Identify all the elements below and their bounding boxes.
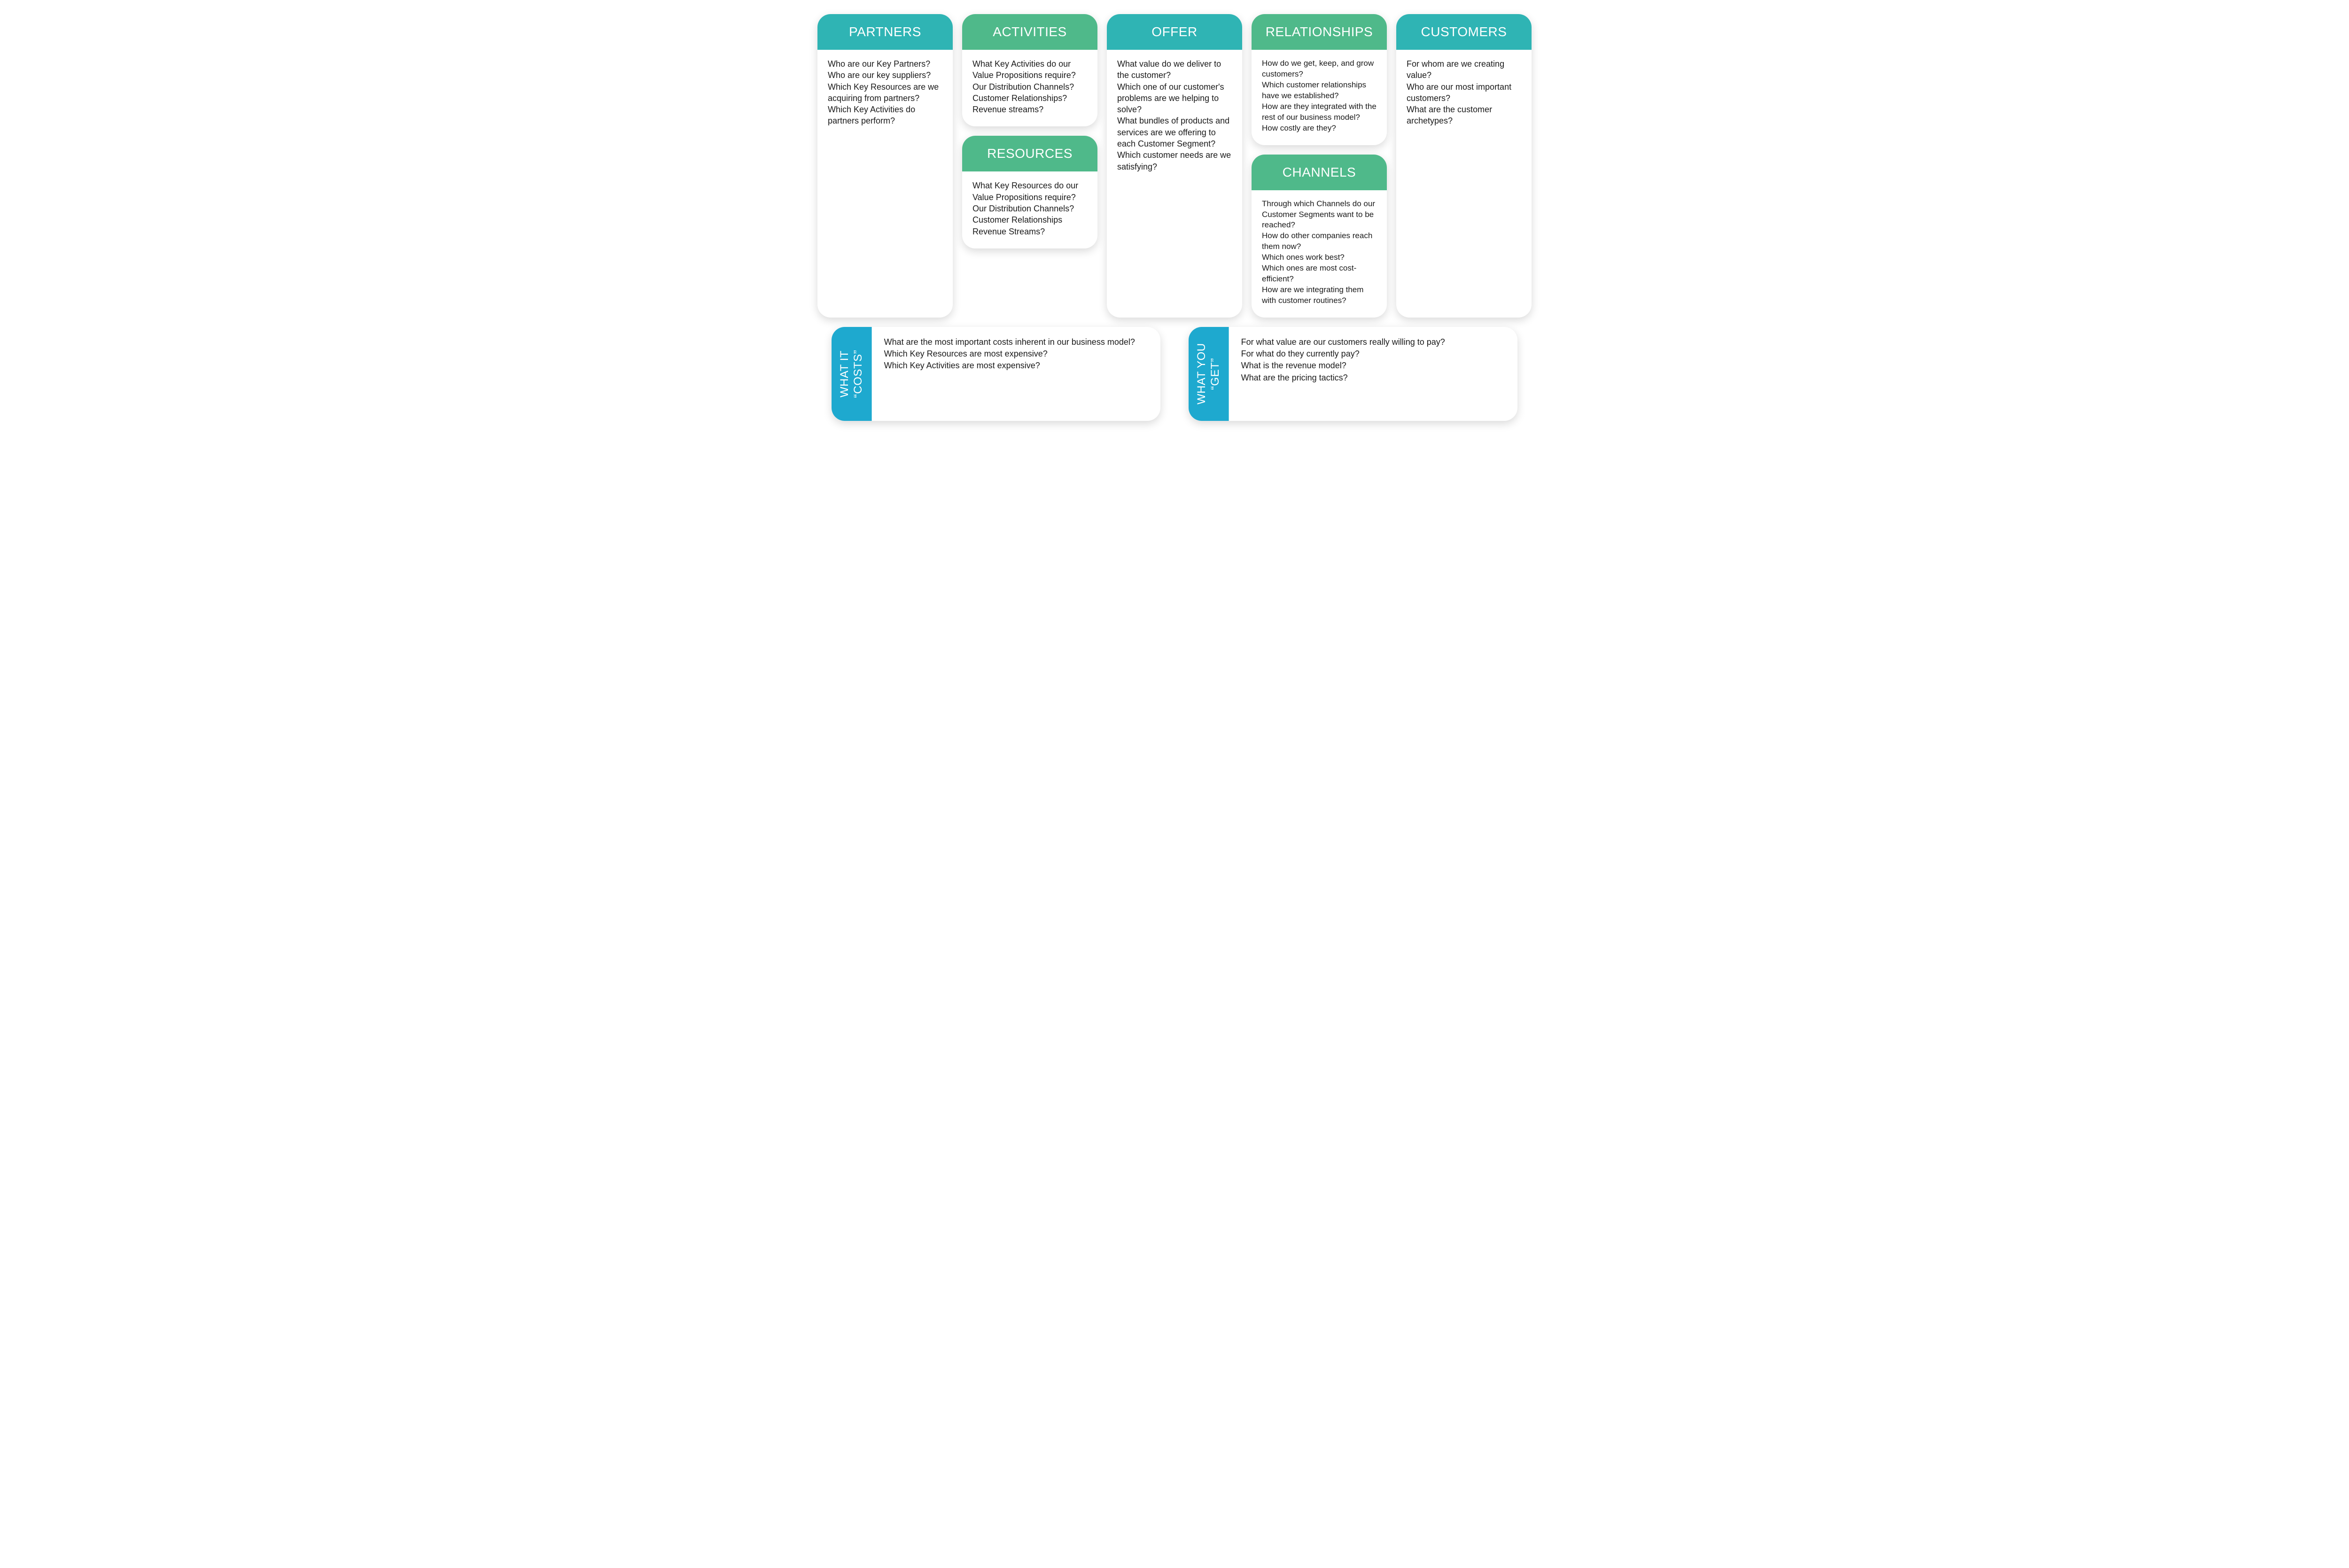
card-resources: RESOURCES What Key Resources do our Valu… xyxy=(962,136,1097,248)
col-customers: CUSTOMERS For whom are we creating value… xyxy=(1396,14,1532,318)
card-text-channels: Through which Channels do our Customer S… xyxy=(1262,199,1377,306)
card-text-costs: What are the most important costs inhere… xyxy=(884,336,1148,372)
card-body-offer: What value do we deliver to the customer… xyxy=(1107,50,1242,184)
card-body-get: For what value are our customers really … xyxy=(1229,327,1517,421)
card-text-get: For what value are our customers really … xyxy=(1241,336,1505,384)
card-costs: WHAT IT “COSTS” What are the most import… xyxy=(832,327,1160,421)
card-header-resources: RESOURCES xyxy=(962,136,1097,171)
card-activities: ACTIVITIES What Key Activities do our Va… xyxy=(962,14,1097,126)
card-body-partners: Who are our Key Partners? Who are our ke… xyxy=(817,50,953,138)
card-body-resources: What Key Resources do our Value Proposit… xyxy=(962,171,1097,248)
bottom-row: WHAT IT “COSTS” What are the most import… xyxy=(817,327,1532,421)
business-model-canvas: PARTNERS Who are our Key Partners? Who a… xyxy=(817,14,1532,421)
card-header-channels: CHANNELS xyxy=(1252,155,1387,190)
card-customers: CUSTOMERS For whom are we creating value… xyxy=(1396,14,1532,318)
card-header-activities: ACTIVITIES xyxy=(962,14,1097,50)
card-get: WHAT YOU “GET” For what value are our cu… xyxy=(1189,327,1517,421)
card-header-offer: OFFER xyxy=(1107,14,1242,50)
card-channels: CHANNELS Through which Channels do our C… xyxy=(1252,155,1387,318)
card-body-relationships: How do we get, keep, and grow customers?… xyxy=(1252,50,1387,145)
col-offer: OFFER What value do we deliver to the cu… xyxy=(1107,14,1242,318)
card-text-customers: For whom are we creating value? Who are … xyxy=(1407,58,1521,127)
card-header-partners: PARTNERS xyxy=(817,14,953,50)
card-text-partners: Who are our Key Partners? Who are our ke… xyxy=(828,58,942,127)
card-body-customers: For whom are we creating value? Who are … xyxy=(1396,50,1532,138)
card-body-costs: What are the most important costs inhere… xyxy=(872,327,1160,421)
card-header-get: WHAT YOU “GET” xyxy=(1189,327,1229,421)
card-relationships: RELATIONSHIPS How do we get, keep, and g… xyxy=(1252,14,1387,145)
card-header-relationships: RELATIONSHIPS xyxy=(1252,14,1387,50)
card-body-activities: What Key Activities do our Value Proposi… xyxy=(962,50,1097,126)
card-text-offer: What value do we deliver to the customer… xyxy=(1117,58,1232,172)
col-relationships-channels: RELATIONSHIPS How do we get, keep, and g… xyxy=(1252,14,1387,318)
card-offer: OFFER What value do we deliver to the cu… xyxy=(1107,14,1242,318)
card-text-relationships: How do we get, keep, and grow customers?… xyxy=(1262,58,1377,134)
col-partners: PARTNERS Who are our Key Partners? Who a… xyxy=(817,14,953,318)
card-body-channels: Through which Channels do our Customer S… xyxy=(1252,190,1387,318)
card-partners: PARTNERS Who are our Key Partners? Who a… xyxy=(817,14,953,318)
card-text-resources: What Key Resources do our Value Proposit… xyxy=(972,180,1087,237)
col-activities-resources: ACTIVITIES What Key Activities do our Va… xyxy=(962,14,1097,318)
card-header-costs: WHAT IT “COSTS” xyxy=(832,327,872,421)
card-header-customers: CUSTOMERS xyxy=(1396,14,1532,50)
card-text-activities: What Key Activities do our Value Proposi… xyxy=(972,58,1087,115)
